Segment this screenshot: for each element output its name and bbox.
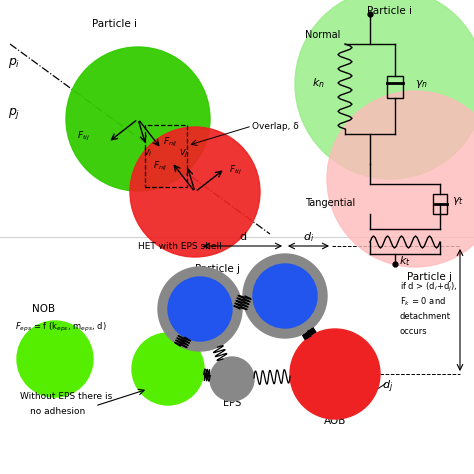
Text: $\gamma_t$: $\gamma_t$ bbox=[452, 195, 464, 207]
Circle shape bbox=[168, 277, 232, 341]
Text: EPS: EPS bbox=[223, 398, 241, 408]
Text: no adhesion: no adhesion bbox=[30, 407, 85, 416]
Text: $F_{nij}$: $F_{nij}$ bbox=[153, 159, 168, 173]
Text: $v_i$: $v_i$ bbox=[143, 147, 153, 159]
Text: HET with EPS shell: HET with EPS shell bbox=[138, 242, 222, 251]
Circle shape bbox=[210, 357, 254, 401]
Text: $v_j$: $v_j$ bbox=[179, 148, 189, 160]
Circle shape bbox=[17, 321, 93, 397]
Text: $d_i$: $d_i$ bbox=[303, 230, 314, 244]
Text: Without EPS there is: Without EPS there is bbox=[20, 392, 112, 401]
Circle shape bbox=[295, 0, 474, 179]
Text: Particle i: Particle i bbox=[92, 19, 137, 29]
Text: d: d bbox=[239, 232, 246, 242]
Circle shape bbox=[158, 267, 242, 351]
Text: detachment: detachment bbox=[400, 312, 451, 321]
Circle shape bbox=[243, 254, 327, 338]
Circle shape bbox=[290, 329, 380, 419]
Circle shape bbox=[132, 333, 204, 405]
Text: if d > (d$_i$+d$_j$),: if d > (d$_i$+d$_j$), bbox=[400, 281, 457, 293]
Text: $p_j$: $p_j$ bbox=[8, 106, 20, 121]
Text: Tangential: Tangential bbox=[305, 198, 355, 208]
Circle shape bbox=[253, 264, 317, 328]
Text: Particle j: Particle j bbox=[195, 264, 240, 274]
Text: $\gamma_n$: $\gamma_n$ bbox=[415, 78, 428, 90]
Text: AOB: AOB bbox=[324, 416, 346, 426]
Text: F$_k$ = 0 and: F$_k$ = 0 and bbox=[400, 295, 446, 308]
Text: $k_n$: $k_n$ bbox=[311, 76, 324, 90]
Text: $k_t$: $k_t$ bbox=[399, 254, 411, 268]
Text: $d_j$: $d_j$ bbox=[383, 378, 393, 395]
Text: occurs: occurs bbox=[400, 327, 428, 336]
Circle shape bbox=[66, 47, 210, 191]
Text: $F_{tij}$: $F_{tij}$ bbox=[229, 164, 242, 177]
Text: Overlap, δ: Overlap, δ bbox=[252, 121, 299, 130]
Text: NOB: NOB bbox=[32, 304, 55, 314]
Text: $F_{tij}$: $F_{tij}$ bbox=[77, 130, 90, 143]
Text: Particle i: Particle i bbox=[367, 6, 412, 16]
Text: $F_{eps}$ = f (k$_{eps}$, m$_{eps}$, d): $F_{eps}$ = f (k$_{eps}$, m$_{eps}$, d) bbox=[15, 320, 107, 334]
Text: Particle j: Particle j bbox=[408, 272, 453, 282]
Text: $F_{nij}$: $F_{nij}$ bbox=[164, 137, 178, 149]
Circle shape bbox=[327, 91, 474, 267]
Text: Normal: Normal bbox=[305, 30, 340, 40]
Circle shape bbox=[130, 127, 260, 257]
Text: $p_i$: $p_i$ bbox=[8, 56, 20, 70]
